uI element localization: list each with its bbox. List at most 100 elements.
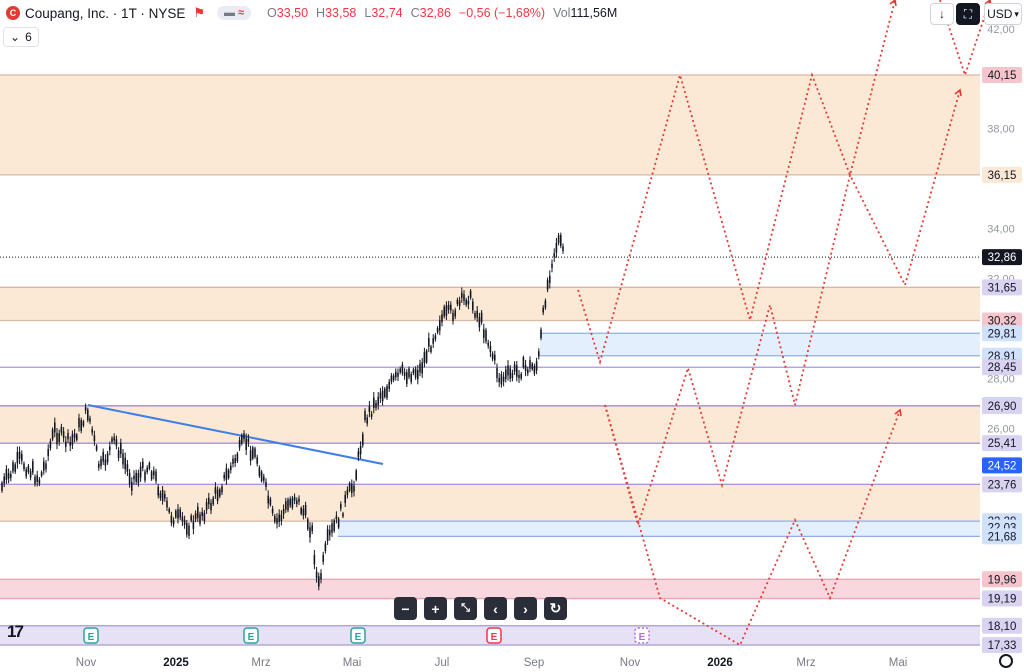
candle[interactable] [555,243,558,253]
candle[interactable] [73,433,76,438]
candle[interactable] [106,453,109,463]
candle[interactable] [150,471,153,480]
flag-icon[interactable]: ⚑ [193,5,205,20]
candle[interactable] [144,471,146,481]
candle[interactable] [183,519,186,525]
projection-path-0[interactable] [577,0,896,366]
candle[interactable] [95,445,98,451]
trendline[interactable] [87,404,384,465]
candle[interactable] [533,366,536,374]
candle[interactable] [10,474,12,478]
candle[interactable] [109,446,111,451]
candle[interactable] [421,362,423,374]
candle[interactable] [69,441,71,446]
price-label[interactable]: 24,52 [988,460,1017,472]
candle[interactable] [531,363,533,370]
candle[interactable] [153,470,155,476]
candle[interactable] [12,462,14,472]
candle[interactable] [522,357,525,368]
candle[interactable] [500,374,503,385]
candle[interactable] [434,335,437,340]
price-label[interactable]: 28,45 [988,362,1017,374]
candle[interactable] [271,508,274,513]
candle[interactable] [256,457,258,464]
candle[interactable] [40,472,43,476]
price-label[interactable]: 17,33 [988,640,1017,652]
candle[interactable] [282,508,285,515]
candle[interactable] [491,353,494,360]
candle[interactable] [278,514,280,522]
candle[interactable] [175,510,177,518]
candle[interactable] [267,495,269,504]
candle[interactable] [461,292,463,298]
candle[interactable] [320,573,322,580]
candle[interactable] [560,234,562,246]
projection-path-2[interactable] [604,404,901,647]
candle[interactable] [122,453,124,465]
price-label[interactable]: 25,41 [988,438,1017,450]
candle[interactable] [227,470,230,478]
candle[interactable] [377,396,379,405]
candle[interactable] [557,235,560,244]
candle[interactable] [82,421,85,426]
candle[interactable] [333,520,335,531]
candle[interactable] [146,467,148,473]
candle[interactable] [450,304,452,311]
candle[interactable] [408,368,410,378]
candle[interactable] [359,445,362,455]
candle[interactable] [291,498,294,508]
candle[interactable] [469,290,472,298]
candle[interactable] [54,422,56,433]
reset-zoom-button[interactable]: ⤡ [454,597,477,620]
candle[interactable] [148,462,151,469]
candle[interactable] [511,372,514,379]
candle[interactable] [401,364,404,373]
candle[interactable] [25,469,27,477]
candle[interactable] [370,413,373,417]
candle[interactable] [538,351,540,357]
candle[interactable] [27,466,30,473]
zone-orange-4[interactable] [0,484,980,522]
candle[interactable] [232,458,234,464]
earnings-marker[interactable] [634,627,650,644]
candle[interactable] [252,447,254,459]
candle[interactable] [348,483,351,491]
candle[interactable] [337,518,340,528]
candle[interactable] [505,369,507,379]
candle[interactable] [293,496,296,501]
earnings-marker[interactable] [83,627,99,644]
candle[interactable] [340,504,342,509]
candle[interactable] [417,369,419,380]
candle[interactable] [489,346,492,353]
candle[interactable] [208,497,210,505]
candle[interactable] [507,365,509,376]
candle[interactable] [98,463,100,468]
currency-selector[interactable]: USD ▾ [984,3,1022,25]
candle[interactable] [395,371,397,378]
candle[interactable] [249,450,252,461]
candle[interactable] [362,434,364,446]
candle[interactable] [131,482,133,491]
candle[interactable] [14,464,16,472]
price-label[interactable]: 19,96 [988,574,1017,586]
candle[interactable] [71,434,74,446]
candle[interactable] [425,350,428,363]
candle[interactable] [403,372,406,376]
candle[interactable] [478,317,481,328]
candle[interactable] [234,458,236,464]
candle[interactable] [289,498,291,506]
candle[interactable] [203,512,206,522]
projection-path-3[interactable] [939,0,991,78]
candle[interactable] [238,440,241,448]
tradingview-logo[interactable]: 17 [7,622,24,641]
candle[interactable] [280,514,283,521]
candle[interactable] [516,365,518,377]
candle[interactable] [172,520,175,525]
candle[interactable] [269,498,272,505]
candle[interactable] [254,448,256,457]
zone-orange-3[interactable] [0,405,980,444]
candle[interactable] [274,515,276,522]
candle[interactable] [186,523,188,535]
candle[interactable] [241,435,243,444]
